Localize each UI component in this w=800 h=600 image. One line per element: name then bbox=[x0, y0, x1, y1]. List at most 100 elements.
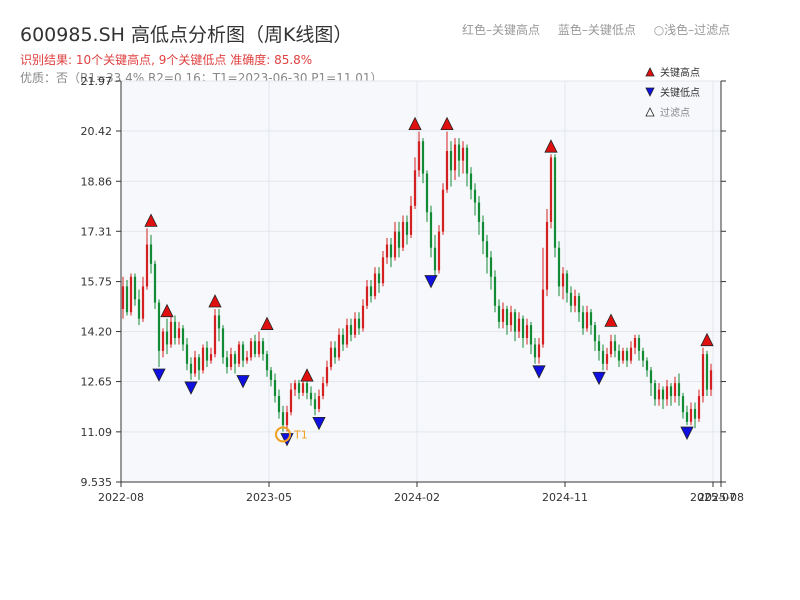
candle bbox=[369, 279, 373, 303]
candle-body bbox=[401, 221, 405, 248]
candle-body bbox=[313, 399, 317, 409]
candle-body bbox=[609, 341, 613, 355]
candle bbox=[701, 347, 705, 403]
candle bbox=[601, 344, 605, 371]
candle-body bbox=[493, 276, 497, 306]
candle-body bbox=[149, 244, 153, 264]
candle-body bbox=[613, 341, 617, 351]
candle bbox=[565, 270, 569, 303]
candle-body bbox=[509, 312, 513, 326]
candle bbox=[229, 347, 233, 371]
candle-body bbox=[569, 292, 573, 306]
candle-body bbox=[389, 244, 393, 258]
y-tick-label: 17.31 bbox=[81, 225, 113, 238]
candle-body bbox=[289, 389, 293, 413]
candle bbox=[125, 279, 129, 316]
candle bbox=[213, 308, 217, 358]
candle-body bbox=[261, 341, 265, 355]
candle bbox=[665, 379, 669, 406]
candle-body bbox=[121, 286, 125, 309]
candle-body bbox=[461, 147, 465, 161]
candle bbox=[537, 338, 541, 364]
candle bbox=[485, 234, 489, 274]
candle bbox=[133, 273, 137, 306]
key-low-marker bbox=[184, 381, 198, 395]
y-tick-label: 18.86 bbox=[81, 175, 113, 188]
candle bbox=[617, 344, 621, 368]
candle-body bbox=[633, 338, 637, 348]
candle-body bbox=[457, 144, 461, 161]
candles bbox=[121, 131, 713, 432]
key-high-marker bbox=[260, 316, 274, 330]
key-low-marker bbox=[152, 368, 166, 382]
legend-high-icon bbox=[645, 67, 655, 77]
candle bbox=[317, 389, 321, 413]
x-tick-label: 2024-11 bbox=[542, 491, 588, 504]
candle-body bbox=[301, 383, 305, 393]
candle-body bbox=[561, 273, 565, 287]
candle-body bbox=[317, 396, 321, 409]
key-high-marker bbox=[160, 303, 174, 318]
candle-body bbox=[145, 244, 149, 287]
candle-body bbox=[233, 354, 237, 364]
candle bbox=[237, 341, 241, 368]
candle bbox=[221, 325, 225, 364]
candle bbox=[705, 350, 709, 397]
candle bbox=[289, 383, 293, 416]
candle-body bbox=[377, 273, 381, 284]
candle bbox=[365, 279, 369, 309]
candle-body bbox=[125, 286, 129, 313]
y-tick-label: 12.65 bbox=[81, 376, 113, 389]
candle-body bbox=[137, 299, 141, 319]
candle bbox=[505, 305, 509, 335]
candle bbox=[389, 238, 393, 268]
candle-body bbox=[545, 221, 549, 290]
candle bbox=[401, 215, 405, 251]
candle bbox=[677, 373, 681, 406]
candle-body bbox=[641, 350, 645, 361]
candle-body bbox=[533, 344, 537, 358]
candle bbox=[493, 270, 497, 313]
candle bbox=[633, 334, 637, 355]
candle-body bbox=[285, 412, 289, 426]
candle-body bbox=[365, 286, 369, 306]
candle-body bbox=[193, 357, 197, 374]
candle-body bbox=[157, 302, 161, 351]
legend-label: 过滤点 bbox=[660, 106, 690, 119]
candle bbox=[513, 308, 517, 342]
candle-body bbox=[337, 334, 341, 358]
candle bbox=[561, 267, 565, 300]
candle bbox=[709, 363, 713, 397]
candle-body bbox=[617, 350, 621, 361]
candle-body bbox=[589, 312, 593, 326]
candle bbox=[321, 376, 325, 400]
candle-body bbox=[245, 357, 249, 361]
candle bbox=[349, 318, 353, 342]
candle-body bbox=[601, 350, 605, 364]
candle-body bbox=[549, 157, 553, 222]
candle-body bbox=[281, 412, 285, 426]
candle bbox=[509, 305, 513, 332]
candle-body bbox=[321, 383, 325, 397]
x-tick-label: 2025-08 bbox=[698, 491, 744, 504]
candle bbox=[329, 341, 333, 371]
candle bbox=[569, 286, 573, 313]
candle-body bbox=[197, 357, 201, 371]
candle bbox=[153, 260, 157, 309]
candle-body bbox=[293, 383, 297, 390]
key-low-marker bbox=[592, 371, 606, 386]
candle-body bbox=[217, 315, 221, 329]
candle bbox=[141, 276, 145, 322]
key-high-marker bbox=[408, 116, 422, 131]
candle-body bbox=[201, 347, 205, 371]
candle bbox=[581, 305, 585, 335]
candle bbox=[361, 299, 365, 332]
candle-body bbox=[405, 221, 409, 235]
candle-body bbox=[309, 392, 313, 400]
candle bbox=[305, 379, 309, 400]
candle bbox=[437, 225, 441, 274]
candle-body bbox=[129, 276, 133, 313]
candle-body bbox=[173, 321, 177, 339]
candle bbox=[553, 154, 557, 258]
candle-body bbox=[573, 296, 577, 306]
